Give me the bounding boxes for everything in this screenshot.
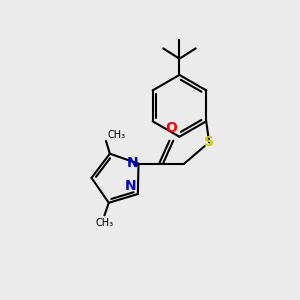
Text: N: N — [126, 156, 138, 170]
Text: S: S — [204, 136, 214, 149]
Text: O: O — [165, 122, 177, 135]
Text: CH₃: CH₃ — [95, 218, 113, 228]
Text: CH₃: CH₃ — [107, 130, 126, 140]
Text: N: N — [125, 178, 136, 193]
